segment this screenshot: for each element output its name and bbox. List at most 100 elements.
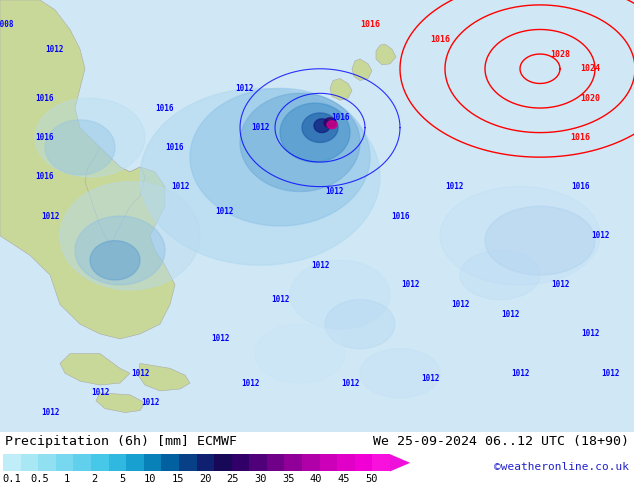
Text: 1: 1 [64,474,70,484]
Text: 0.5: 0.5 [30,474,49,484]
Text: 1012: 1012 [271,295,289,304]
Text: 50: 50 [365,474,377,484]
Bar [74,454,91,471]
Polygon shape [138,364,190,391]
Text: 1012: 1012 [41,408,59,417]
Bar [337,454,355,471]
Polygon shape [0,0,175,339]
Text: 1024: 1024 [580,64,600,74]
Bar [355,454,372,471]
Text: 1016: 1016 [156,103,174,113]
Text: 1012: 1012 [311,261,329,270]
Bar [179,454,197,471]
Text: 1012: 1012 [551,280,569,290]
Text: 1016: 1016 [570,133,590,142]
Text: 1016: 1016 [36,133,55,142]
Bar [21,454,38,471]
Text: 45: 45 [337,474,350,484]
Bar [197,454,214,471]
Text: 1012: 1012 [171,182,190,191]
Text: 1012: 1012 [210,334,230,343]
Polygon shape [314,119,330,133]
Text: 15: 15 [171,474,184,484]
Bar [91,454,108,471]
Polygon shape [190,88,370,226]
Text: 1016: 1016 [571,182,589,191]
Text: 1012: 1012 [511,369,529,378]
Text: We 25-09-2024 06..12 UTC (18+90): We 25-09-2024 06..12 UTC (18+90) [373,435,629,448]
Text: 30: 30 [254,474,267,484]
Polygon shape [302,113,338,143]
Bar [144,454,162,471]
Bar [56,454,74,471]
Text: 1012: 1012 [591,231,609,240]
Text: 1016: 1016 [36,172,55,181]
Text: 1016: 1016 [36,94,55,103]
Polygon shape [440,187,600,285]
Bar [3,454,21,471]
Text: 1012: 1012 [46,45,64,53]
Bar [38,454,56,471]
Bar [108,454,126,471]
Text: 1016: 1016 [430,35,450,44]
Polygon shape [390,454,410,471]
Bar [249,454,267,471]
Text: 1012: 1012 [601,369,619,378]
Text: 1012: 1012 [216,207,234,216]
Text: 5: 5 [119,474,126,484]
Text: 2: 2 [92,474,98,484]
Polygon shape [376,44,396,65]
Text: 1012: 1012 [421,374,439,383]
Polygon shape [360,349,440,398]
Polygon shape [60,354,130,385]
Polygon shape [85,147,145,245]
Text: 1012: 1012 [401,280,419,290]
Text: 1012: 1012 [236,84,254,93]
Text: 1008: 1008 [0,20,14,29]
Polygon shape [280,103,350,162]
Polygon shape [140,88,380,265]
Bar [267,454,285,471]
Polygon shape [330,78,352,100]
Polygon shape [255,324,345,383]
Text: 35: 35 [282,474,294,484]
Bar [231,454,249,471]
Text: 1012: 1012 [340,379,359,388]
Text: 20: 20 [199,474,212,484]
Text: 1012: 1012 [241,379,259,388]
Text: 1016: 1016 [165,143,184,152]
Polygon shape [324,118,336,128]
Text: 0.1: 0.1 [3,474,22,484]
Polygon shape [290,260,390,329]
Polygon shape [75,216,165,285]
Text: 1012: 1012 [91,389,109,397]
Text: 10: 10 [144,474,157,484]
Text: 1016: 1016 [331,113,349,122]
Bar [302,454,320,471]
Text: Precipitation (6h) [mm] ECMWF: Precipitation (6h) [mm] ECMWF [5,435,237,448]
Bar [162,454,179,471]
Text: ©weatheronline.co.uk: ©weatheronline.co.uk [494,462,629,472]
Text: 1012: 1012 [131,369,149,378]
Text: 1012: 1012 [451,300,469,309]
Text: 40: 40 [309,474,322,484]
Polygon shape [35,98,145,177]
Polygon shape [60,182,200,290]
Polygon shape [325,299,395,349]
Polygon shape [96,393,145,413]
Bar [320,454,337,471]
Polygon shape [485,206,595,275]
Text: 1028: 1028 [550,49,570,58]
Polygon shape [240,93,360,192]
Text: 25: 25 [227,474,239,484]
Polygon shape [45,120,115,175]
Bar [285,454,302,471]
Text: 1012: 1012 [41,212,59,220]
Bar [372,454,390,471]
Polygon shape [327,121,337,129]
Text: 1016: 1016 [360,20,380,29]
Polygon shape [460,250,540,299]
Text: 1012: 1012 [251,123,269,132]
Text: 1012: 1012 [141,398,159,407]
Text: 1012: 1012 [446,182,464,191]
